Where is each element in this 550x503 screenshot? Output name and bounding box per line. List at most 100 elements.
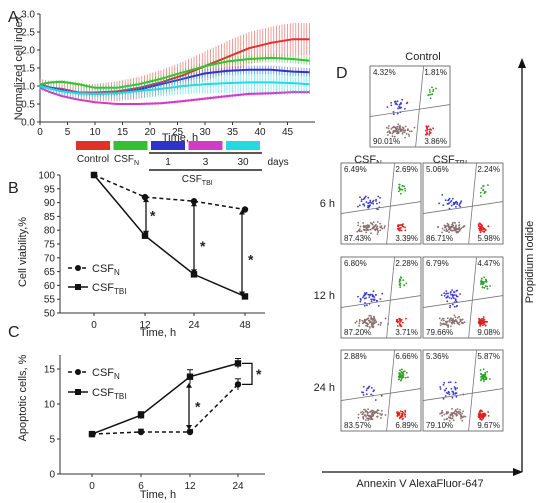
- panel-d-event-dot: [451, 396, 454, 399]
- panel-d-event-dot: [480, 280, 483, 283]
- panel-d-event-dot: [449, 201, 452, 203]
- panel-d-event-dot: [440, 319, 443, 322]
- panel-d-event-dot: [365, 324, 367, 327]
- panel-d-event-dot: [480, 227, 482, 230]
- panel-a-legend: Control CSFN 1 3 30 days CSFTBI: [76, 141, 289, 187]
- panel-d-event-dot: [447, 223, 450, 226]
- panel-d-event-dot: [443, 229, 446, 232]
- panel-d-event-dot: [387, 127, 390, 130]
- panel-d-event-dot: [366, 417, 369, 420]
- panel-d-event-dot: [408, 135, 411, 137]
- panel-a-legend-swatch: [226, 141, 260, 150]
- panel-d-event-dot: [481, 224, 483, 227]
- panel-d-event-dot: [404, 226, 406, 229]
- panel-d-event-dot: [438, 202, 440, 205]
- panel-d-event-dot: [480, 418, 483, 421]
- panel-d-event-dot: [404, 107, 406, 110]
- panel-d-event-dot: [358, 324, 360, 327]
- panel-d-event-dot: [446, 230, 448, 232]
- panel-d-event-dot: [431, 86, 433, 89]
- panel-d-event-dot: [458, 323, 461, 326]
- panel-a-series-line: [39, 86, 310, 105]
- panel-d-event-dot: [425, 127, 428, 129]
- panel-d-event-dot: [366, 229, 369, 231]
- panel-d-event-dot: [487, 184, 489, 187]
- panel-d-event-dot: [400, 229, 403, 232]
- panel-d-event-dot: [444, 199, 447, 202]
- panel-b-arrow-head: [143, 197, 149, 203]
- panel-d-event-dot: [372, 221, 375, 224]
- panel-d-event-dot: [461, 419, 464, 422]
- panel-d-event-dot: [362, 228, 365, 231]
- panel-b-significance: *: [150, 207, 156, 223]
- panel-d-event-dot: [458, 315, 460, 318]
- panel-d-event-dot: [456, 320, 458, 323]
- panel-d-event-dot: [401, 126, 404, 129]
- panel-d-event-dot: [405, 282, 408, 285]
- panel-a-y-tick-label: 3.0: [21, 10, 35, 21]
- panel-d-event-dot: [443, 292, 446, 295]
- panel-d-event-dot: [377, 231, 379, 234]
- panel-b-x-tick-label: 0: [91, 320, 97, 331]
- panel-d-event-dot: [442, 397, 445, 400]
- panel-d-event-dot: [407, 376, 409, 379]
- panel-d-event-dot: [454, 299, 457, 302]
- panel-d-event-dot: [450, 325, 452, 328]
- panel-d-event-dot: [366, 412, 369, 415]
- panel-d-event-dot: [368, 319, 371, 322]
- panel-d-event-dot: [367, 196, 370, 199]
- panel-d-event-dot: [484, 229, 487, 232]
- panel-d-event-dot: [456, 414, 459, 416]
- panel-d-event-dot: [379, 197, 381, 199]
- panel-d-event-dot: [392, 111, 395, 113]
- panel-d-event-dot: [394, 129, 397, 132]
- panel-d-event-dot: [428, 130, 431, 133]
- panel-d-event-dot: [402, 370, 405, 373]
- panel-d-row-label: 6 h: [320, 198, 335, 210]
- panel-d-event-dot: [364, 321, 366, 323]
- panel-d-quadrant-ll: 86.71%: [426, 234, 453, 243]
- panel-d-event-dot: [402, 417, 404, 420]
- panel-d-event-dot: [399, 286, 402, 288]
- panel-d-event-dot: [459, 408, 461, 411]
- panel-d-event-dot: [367, 206, 369, 209]
- panel-c-point: [137, 412, 145, 419]
- panel-d-event-dot: [396, 112, 399, 115]
- panel-d-event-dot: [453, 320, 456, 322]
- panel-d-event-dot: [371, 294, 374, 296]
- panel-d-event-dot: [396, 411, 398, 414]
- panel-d-event-dot: [439, 322, 442, 324]
- panel-d-event-dot: [399, 284, 401, 286]
- panel-d-event-dot: [410, 130, 413, 133]
- panel-d-event-dot: [452, 390, 454, 393]
- panel-d-gate-line: [369, 104, 451, 117]
- panel-d-event-dot: [428, 89, 431, 91]
- panel-d-event-dot: [458, 221, 460, 224]
- panel-c-y-tick-label: 5: [49, 435, 55, 446]
- panel-c-legend-label: CSFTBI: [92, 387, 126, 401]
- panel-d-event-dot: [379, 229, 382, 232]
- panel-b-y-tick-label: 95: [44, 184, 56, 195]
- panel-d-quadrant-ul: 6.49%: [344, 165, 367, 174]
- panel-c-legend-marker: [75, 369, 81, 375]
- panel-d-event-dot: [489, 285, 491, 287]
- panel-d-event-dot: [373, 298, 376, 301]
- panel-d-event-dot: [447, 411, 449, 414]
- panel-d-event-dot: [482, 317, 484, 320]
- panel-b-arrow-head: [143, 230, 149, 236]
- panel-d-event-dot: [450, 388, 453, 390]
- panel-d-event-dot: [366, 387, 369, 390]
- panel-d-event-dot: [357, 295, 359, 298]
- panel-d-event-dot: [450, 319, 453, 322]
- panel-d-event-dot: [404, 129, 406, 132]
- panel-c-significance: *: [256, 366, 262, 382]
- panel-d-event-dot: [361, 391, 363, 393]
- panel-d-event-dot: [363, 414, 366, 417]
- panel-d-event-dot: [413, 126, 416, 129]
- panel-b-y-tick-label: 55: [44, 295, 56, 306]
- panel-d-event-dot: [482, 188, 485, 191]
- panel-d-event-dot: [399, 103, 402, 105]
- panel-d-event-dot: [395, 102, 397, 105]
- panel-d-event-dot: [448, 391, 450, 394]
- panel-d-event-dot: [456, 387, 458, 389]
